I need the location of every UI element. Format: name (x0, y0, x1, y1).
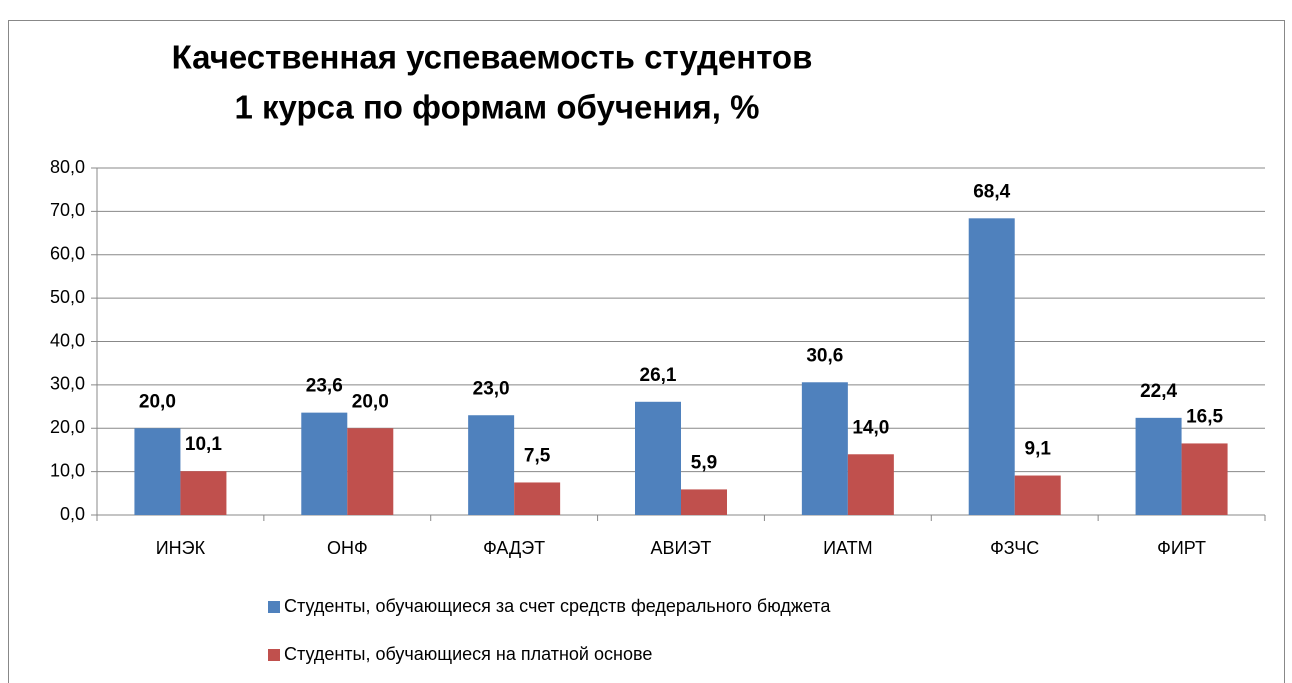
bar (134, 428, 181, 515)
bar (968, 218, 1015, 515)
bar (347, 428, 394, 515)
x-tick-label: ИНЭК (156, 538, 206, 558)
x-tick-label: АВИЭТ (651, 538, 712, 558)
y-tick-label: 50,0 (50, 287, 85, 307)
y-tick-label: 40,0 (50, 330, 85, 350)
legend-label: Студенты, обучающиеся на платной основе (284, 644, 652, 664)
value-label: 9,1 (1025, 439, 1052, 460)
bar (301, 412, 348, 515)
x-tick-label: ФАДЭТ (483, 538, 545, 558)
value-label: 20,0 (352, 391, 389, 412)
bar (1181, 443, 1228, 515)
value-label: 5,9 (691, 452, 717, 473)
bar (514, 482, 561, 515)
x-tick-label: ФИРТ (1157, 538, 1206, 558)
bar (681, 489, 727, 515)
x-tick-label: ОНФ (327, 538, 368, 558)
value-label: 14,0 (852, 417, 889, 438)
bar (635, 401, 681, 515)
value-label: 22,4 (1140, 381, 1177, 402)
bar (847, 454, 894, 515)
bar (1135, 417, 1182, 515)
legend-swatch (268, 601, 280, 613)
legend-swatch (268, 649, 280, 661)
value-label: 23,0 (473, 378, 510, 399)
chart-title: Качественная успеваемость студентов (172, 39, 813, 76)
y-tick-label: 70,0 (50, 200, 85, 220)
bar (468, 415, 515, 515)
value-label: 30,6 (806, 345, 843, 366)
y-tick-label: 0,0 (60, 504, 85, 524)
y-tick-label: 60,0 (50, 244, 85, 264)
bar (180, 471, 227, 515)
value-label: 23,6 (306, 376, 343, 397)
bar (801, 382, 848, 515)
value-label: 16,5 (1186, 406, 1223, 427)
y-tick-label: 30,0 (50, 374, 85, 394)
value-label: 7,5 (524, 445, 551, 466)
chart-title: 1 курса по формам обучения, % (234, 89, 759, 126)
x-tick-label: ФЗЧС (990, 538, 1039, 558)
chart-frame (8, 20, 1285, 683)
bar (1014, 475, 1061, 515)
value-label: 20,0 (139, 391, 176, 412)
value-label: 68,4 (973, 181, 1010, 202)
y-tick-label: 20,0 (50, 417, 85, 437)
value-label: 10,1 (185, 434, 222, 455)
legend-label: Студенты, обучающиеся за счет средств фе… (284, 596, 831, 616)
x-tick-label: ИАТМ (823, 538, 873, 558)
y-tick-label: 10,0 (50, 460, 85, 480)
value-label: 26,1 (640, 365, 677, 386)
y-tick-label: 80,0 (50, 157, 85, 177)
